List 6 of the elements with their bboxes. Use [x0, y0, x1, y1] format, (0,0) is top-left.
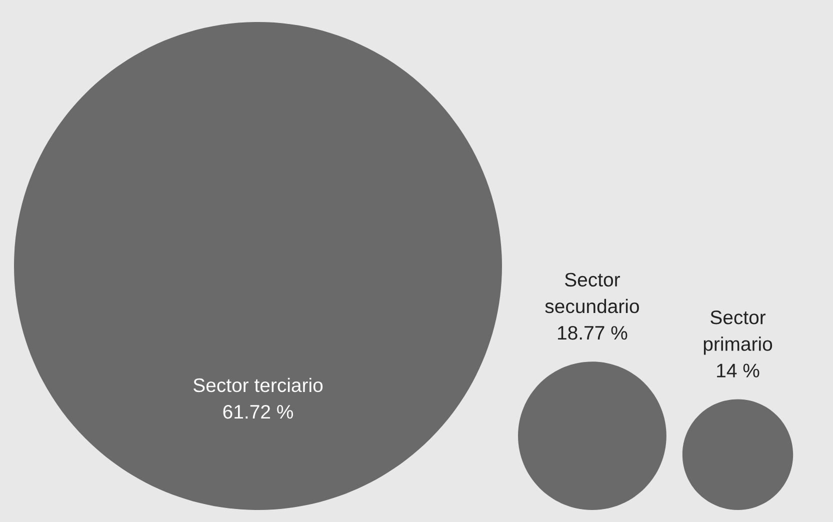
category-label: Sector secundario: [545, 272, 639, 314]
category-label: Sector terciario: [194, 378, 323, 392]
data-label: 14 %: [717, 364, 760, 378]
data-label: 18.77 %: [558, 326, 628, 340]
data-label: 61.72 %: [223, 404, 293, 419]
category-label: Sector primario: [704, 310, 772, 355]
